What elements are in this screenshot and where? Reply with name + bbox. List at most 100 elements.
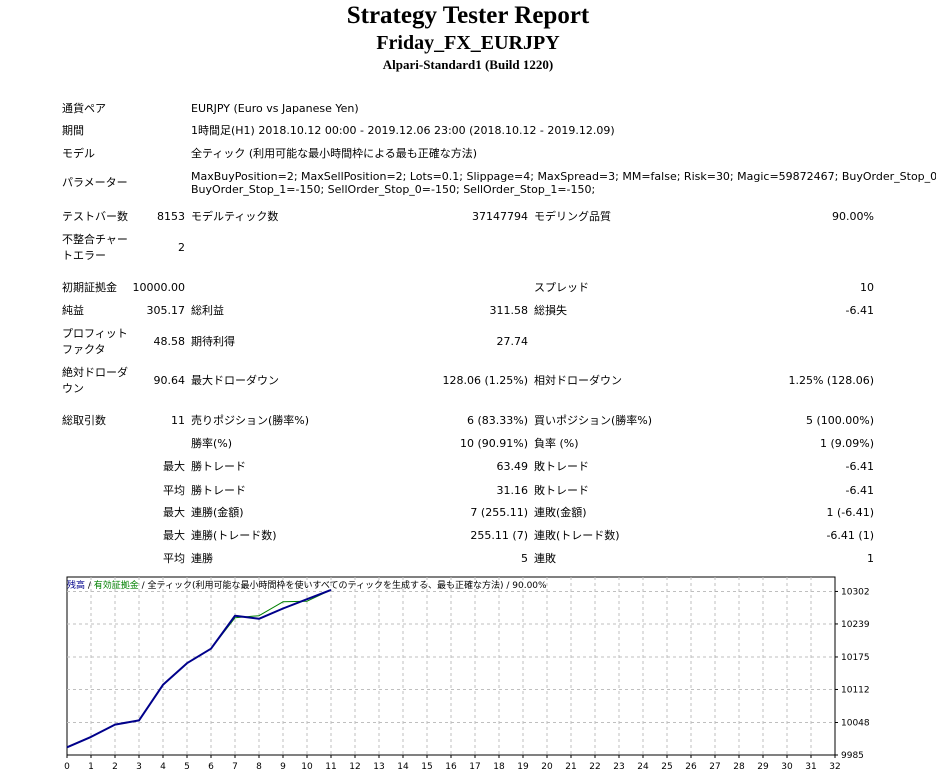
legend-description: / 全ティック(利用可能な最小時間枠を使いすべてのティックを生成する、最も正確な… (138, 581, 547, 591)
profit-factor-value: 48.58 (153, 335, 186, 348)
relative-drawdown-label: 相対ドローダウン (534, 374, 622, 387)
expected-payoff-label: 期待利得 (191, 335, 235, 348)
largest-loss-value: -6.41 (845, 460, 874, 473)
x-tick-label: 29 (757, 762, 769, 772)
x-tick-label: 8 (256, 762, 262, 772)
legend-equity: 有効証拠金 (93, 581, 139, 591)
period-value: 1時間足(H1) 2018.10.12 00:00 - 2019.12.06 2… (191, 124, 615, 137)
gross-profit-value: 311.58 (489, 304, 529, 317)
largest-win-label: 勝トレード (191, 460, 246, 473)
x-tick-label: 19 (517, 762, 529, 772)
profit-trades-value: 10 (90.91%) (459, 437, 528, 450)
largest-win-value: 63.49 (496, 460, 529, 473)
x-tick-label: 11 (325, 762, 336, 772)
net-profit-label: 純益 (62, 304, 84, 317)
x-tick-label: 2 (112, 762, 118, 772)
parameters-line-2: BuyOrder_Stop_1=-150; SellOrder_Stop_0=-… (191, 183, 596, 196)
ticks-label: モデルティック数 (191, 210, 279, 223)
x-tick-label: 20 (541, 762, 553, 772)
average-win-value: 31.16 (496, 484, 529, 497)
short-positions-value: 6 (83.33%) (466, 414, 528, 427)
average-consecutive-losses-label: 連敗 (534, 552, 556, 565)
consecutive-losses-count-value: -6.41 (1) (826, 529, 874, 542)
long-positions-value: 5 (100.00%) (805, 414, 874, 427)
x-tick-label: 28 (733, 762, 745, 772)
y-tick-label: 10175 (841, 653, 870, 663)
x-tick-label: 32 (829, 762, 840, 772)
relative-drawdown-value: 1.25% (128.06) (788, 374, 874, 387)
average-consecutive-wins-label: 連勝 (191, 552, 213, 565)
average-label: 平均 (163, 484, 185, 497)
chart-frame (66, 576, 836, 756)
average-win-label: 勝トレード (191, 484, 246, 497)
average-loss-label: 敗トレード (534, 484, 589, 497)
total-trades-label: 総取引数 (62, 414, 106, 427)
profit-factor-label: プロフィットファクタ (62, 327, 128, 356)
average-consecutive-wins-value: 5 (521, 552, 528, 565)
max-consecutive-amount-label: 最大 (163, 506, 185, 519)
absolute-drawdown-value: 90.64 (153, 374, 186, 387)
consecutive-wins-amount-value: 7 (255.11) (470, 506, 528, 519)
deposit-label: 初期証拠金 (62, 281, 117, 294)
x-tick-label: 18 (493, 762, 505, 772)
deposit-value: 10000.00 (132, 281, 186, 294)
spread-value: 10 (860, 281, 874, 294)
x-tick-label: 21 (565, 762, 576, 772)
mismatch-label: 不整合チャートエラー (62, 233, 128, 262)
y-tick-label: 10239 (841, 620, 870, 630)
report-title: Strategy Tester Report (346, 2, 590, 29)
x-tick-label: 10 (301, 762, 313, 772)
x-tick-label: 5 (184, 762, 190, 772)
long-positions-label: 買いポジション(勝率%) (534, 414, 653, 427)
x-tick-label: 0 (64, 762, 70, 772)
gross-loss-value: -6.41 (845, 304, 874, 317)
max-drawdown-label: 最大ドローダウン (191, 374, 279, 387)
chart-legend: 残高 / 有効証拠金 / 全ティック(利用可能な最小時間枠を使いすべてのティック… (67, 578, 547, 591)
consecutive-losses-amount-value: 1 (-6.41) (826, 506, 874, 519)
consecutive-losses-amount-label: 連敗(金額) (534, 506, 587, 519)
parameters-line-1: MaxBuyPosition=2; MaxSellPosition=2; Lot… (191, 170, 936, 183)
consecutive-wins-amount-label: 連勝(金額) (191, 506, 244, 519)
max-consecutive-count-label: 最大 (163, 529, 185, 542)
x-tick-label: 6 (208, 762, 214, 772)
quality-label: モデリング品質 (534, 210, 611, 223)
net-profit-value: 305.17 (146, 304, 186, 317)
max-drawdown-value: 128.06 (1.25%) (442, 374, 528, 387)
y-tick-label: 10112 (841, 685, 870, 695)
x-tick-label: 25 (661, 762, 672, 772)
consecutive-losses-count-label: 連敗(トレード数) (534, 529, 620, 542)
bars-value: 8153 (157, 210, 185, 223)
y-tick-label: 9985 (841, 751, 864, 761)
x-tick-label: 12 (349, 762, 360, 772)
loss-trades-label: 負率 (%) (534, 437, 579, 450)
x-tick-label: 26 (685, 762, 697, 772)
profit-trades-label: 勝率(%) (191, 437, 233, 450)
x-tick-label: 23 (613, 762, 624, 772)
bars-label: テストバー数 (62, 210, 128, 223)
x-tick-label: 7 (232, 762, 238, 772)
symbol-label: 通貨ペア (62, 102, 106, 115)
spread-label: スプレッド (534, 281, 589, 294)
loss-trades-value: 1 (9.09%) (819, 437, 874, 450)
ticks-value: 37147794 (472, 210, 528, 223)
model-value: 全ティック (利用可能な最小時間枠による最も正確な方法) (191, 147, 478, 160)
consecutive-wins-count-label: 連勝(トレード数) (191, 529, 277, 542)
largest-loss-label: 敗トレード (534, 460, 589, 473)
gross-profit-label: 総利益 (191, 304, 224, 317)
gross-loss-label: 総損失 (534, 304, 567, 317)
x-tick-label: 14 (397, 762, 409, 772)
y-tick-label: 10048 (841, 718, 870, 728)
server-build: Alpari-Standard1 (Build 1220) (382, 57, 554, 72)
x-tick-label: 17 (469, 762, 480, 772)
x-tick-label: 31 (805, 762, 816, 772)
parameters-label: パラメーター (62, 176, 128, 189)
average-consecutive-losses-value: 1 (867, 552, 874, 565)
x-tick-label: 3 (136, 762, 142, 772)
absolute-drawdown-label: 絶対ドローダウン (62, 366, 128, 395)
x-tick-label: 22 (589, 762, 600, 772)
x-tick-label: 16 (445, 762, 457, 772)
x-tick-label: 15 (421, 762, 432, 772)
total-trades-value: 11 (171, 414, 185, 427)
largest-label: 最大 (163, 460, 185, 473)
expert-name: Friday_FX_EURJPY (376, 32, 560, 54)
